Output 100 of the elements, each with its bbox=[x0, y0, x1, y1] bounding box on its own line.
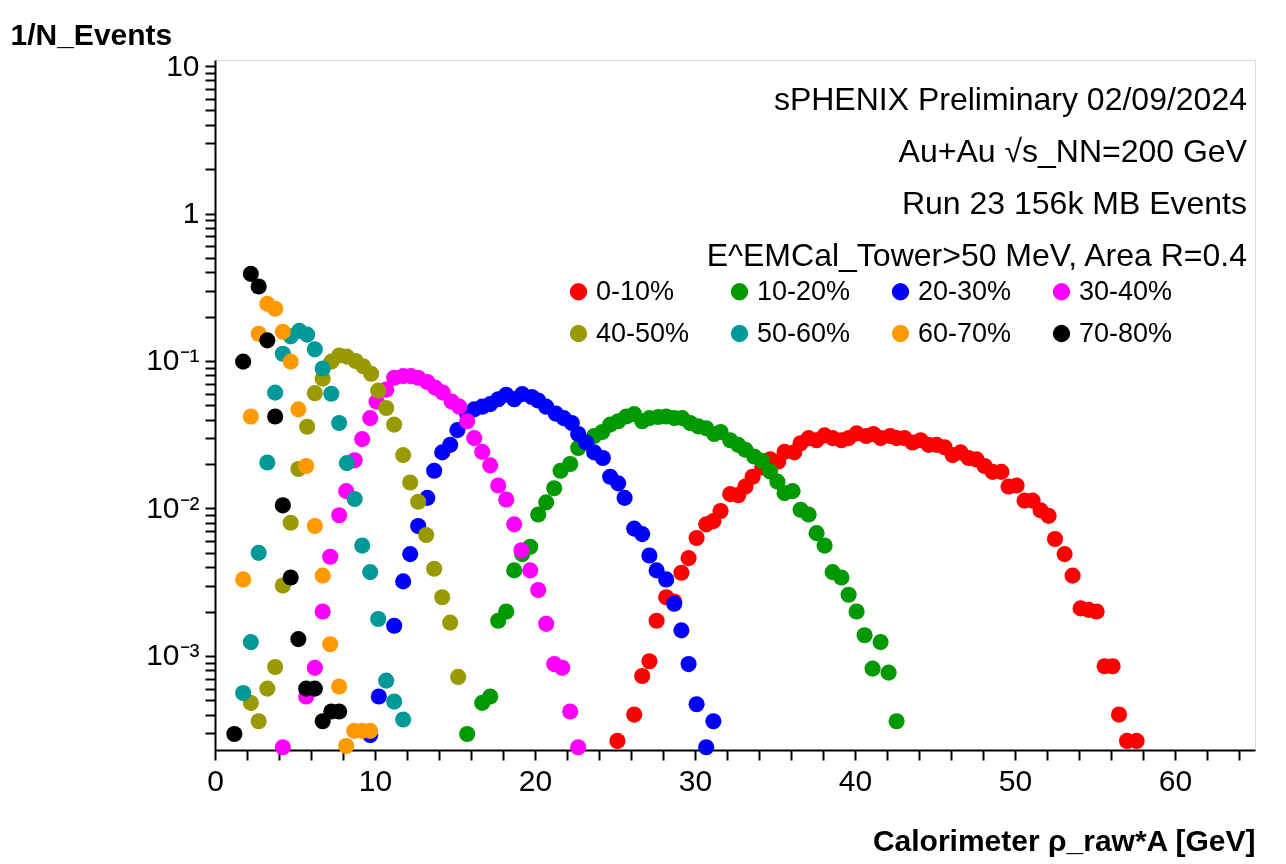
legend-label: 0-10% bbox=[596, 275, 675, 306]
point bbox=[395, 711, 412, 728]
point bbox=[888, 713, 905, 730]
point bbox=[474, 443, 491, 460]
annotation: sPHENIX Preliminary 02/09/2024 bbox=[773, 81, 1247, 117]
legend-label: 60-70% bbox=[918, 317, 1012, 348]
legend-label: 20-30% bbox=[918, 275, 1012, 306]
point bbox=[538, 615, 555, 632]
point bbox=[354, 431, 371, 448]
point bbox=[466, 430, 483, 447]
point bbox=[322, 636, 339, 653]
point bbox=[290, 631, 307, 648]
point bbox=[314, 360, 331, 377]
point bbox=[299, 418, 316, 435]
point bbox=[235, 571, 252, 588]
point bbox=[378, 672, 395, 689]
point bbox=[434, 589, 451, 606]
point bbox=[306, 659, 323, 676]
point bbox=[402, 474, 419, 491]
point bbox=[442, 614, 459, 631]
annotation: Run 23 156k MB Events bbox=[901, 185, 1247, 221]
point bbox=[331, 678, 348, 695]
point bbox=[370, 382, 387, 399]
point bbox=[634, 526, 651, 543]
point bbox=[490, 477, 507, 494]
point bbox=[864, 660, 881, 677]
y-tick-label: 10⁻² bbox=[146, 490, 200, 524]
point bbox=[354, 537, 371, 554]
point bbox=[331, 414, 348, 431]
point bbox=[562, 703, 579, 720]
point bbox=[754, 452, 771, 469]
point bbox=[250, 713, 267, 730]
point bbox=[259, 332, 276, 349]
y-tick-label: 10⁻¹ bbox=[146, 343, 200, 377]
point bbox=[616, 489, 633, 506]
point bbox=[322, 548, 339, 565]
point bbox=[370, 688, 387, 705]
point bbox=[784, 483, 801, 500]
point bbox=[242, 634, 259, 651]
point bbox=[226, 726, 243, 743]
point bbox=[402, 546, 419, 563]
point bbox=[298, 457, 315, 475]
point bbox=[386, 416, 403, 433]
x-tick-label: 60 bbox=[1158, 763, 1193, 797]
legend-label: 30-40% bbox=[1079, 275, 1173, 306]
point bbox=[705, 713, 722, 730]
point bbox=[306, 385, 323, 402]
point bbox=[498, 491, 515, 508]
point bbox=[459, 726, 476, 743]
point bbox=[513, 542, 530, 559]
y-axis-title: 1/N_Events bbox=[10, 17, 173, 51]
point bbox=[554, 659, 571, 676]
point bbox=[680, 656, 697, 673]
point bbox=[338, 455, 355, 472]
point bbox=[482, 688, 499, 705]
x-tick-label: 30 bbox=[678, 763, 713, 797]
point bbox=[242, 408, 259, 425]
x-tick-label: 50 bbox=[998, 763, 1033, 797]
legend-label: 70-80% bbox=[1079, 317, 1173, 348]
y-tick-label: 10 bbox=[166, 48, 200, 82]
point bbox=[610, 475, 627, 492]
x-tick-label: 20 bbox=[518, 763, 553, 797]
point bbox=[530, 581, 547, 598]
point bbox=[267, 384, 284, 401]
point bbox=[323, 385, 340, 402]
point bbox=[530, 506, 547, 523]
point bbox=[259, 454, 276, 471]
point bbox=[840, 586, 857, 603]
point bbox=[362, 410, 379, 427]
annotation: E^EMCal_Tower>50 MeV, Area R=0.4 bbox=[706, 237, 1247, 273]
point bbox=[816, 537, 833, 554]
point bbox=[386, 617, 403, 634]
point bbox=[459, 413, 476, 430]
point bbox=[808, 525, 825, 542]
point bbox=[362, 564, 379, 581]
legend-label: 50-60% bbox=[757, 317, 851, 348]
point bbox=[769, 473, 786, 490]
point bbox=[482, 457, 499, 474]
point bbox=[848, 603, 865, 620]
point bbox=[442, 436, 459, 453]
point bbox=[562, 456, 579, 473]
point bbox=[570, 739, 587, 756]
point bbox=[338, 737, 355, 754]
x-tick-label: 0 bbox=[207, 763, 224, 797]
point bbox=[299, 326, 316, 343]
point bbox=[267, 659, 284, 676]
point bbox=[242, 265, 259, 282]
point bbox=[370, 610, 387, 628]
point bbox=[386, 693, 403, 710]
y-tick-label: 10⁻³ bbox=[146, 638, 200, 672]
point bbox=[641, 547, 658, 564]
point bbox=[235, 684, 252, 702]
point bbox=[698, 739, 715, 756]
point bbox=[856, 627, 873, 644]
point bbox=[314, 567, 331, 584]
point bbox=[235, 353, 252, 370]
point bbox=[267, 408, 284, 425]
point bbox=[314, 603, 331, 620]
legend-label: 10-20% bbox=[757, 275, 851, 306]
point bbox=[378, 399, 395, 417]
